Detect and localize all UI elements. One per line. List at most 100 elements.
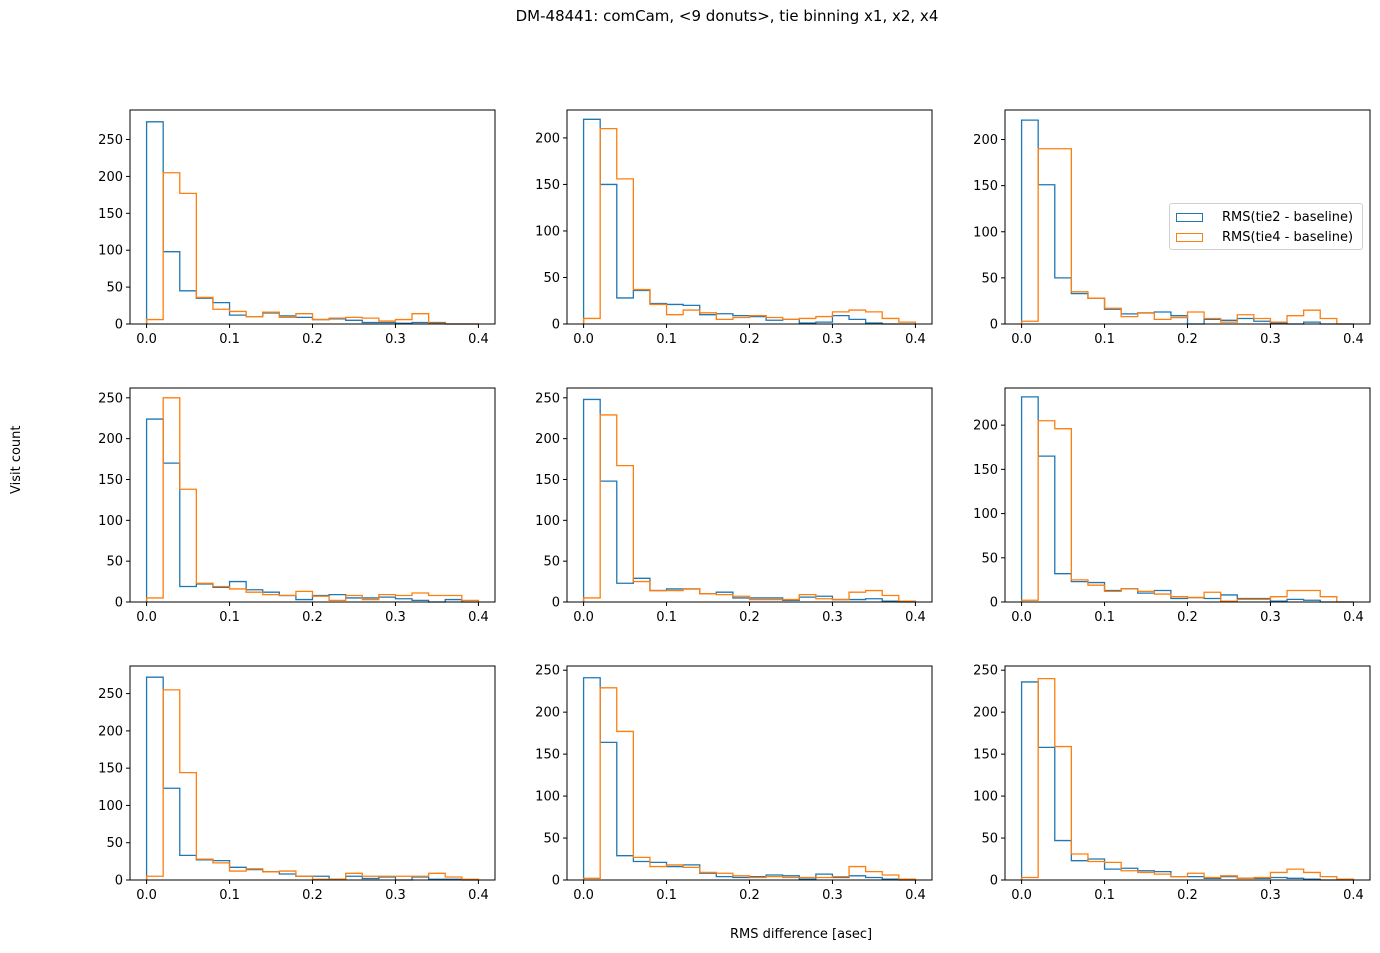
y-tick: 150 bbox=[535, 473, 567, 488]
x-tick: 0.4 bbox=[905, 602, 926, 625]
y-tick: 50 bbox=[543, 832, 567, 847]
y-tick: 0 bbox=[990, 874, 1005, 889]
y-tick: 100 bbox=[973, 790, 1005, 805]
histogram-series-tie4 bbox=[582, 127, 917, 324]
y-tick: 100 bbox=[535, 224, 567, 239]
y-tick: 250 bbox=[535, 391, 567, 406]
svg-text:0.2: 0.2 bbox=[302, 888, 323, 903]
x-tick: 0.3 bbox=[822, 602, 843, 625]
y-tick: 200 bbox=[98, 724, 130, 739]
y-tick: 50 bbox=[981, 271, 1005, 286]
axes-frame bbox=[129, 387, 496, 603]
y-tick: 0 bbox=[990, 596, 1005, 611]
svg-text:200: 200 bbox=[535, 432, 560, 447]
svg-text:150: 150 bbox=[973, 748, 998, 763]
svg-text:0.2: 0.2 bbox=[1177, 888, 1198, 903]
svg-text:150: 150 bbox=[973, 463, 998, 478]
x-tick: 0.2 bbox=[302, 602, 323, 625]
svg-text:50: 50 bbox=[106, 281, 123, 296]
svg-text:50: 50 bbox=[981, 271, 998, 286]
y-tick: 150 bbox=[535, 178, 567, 193]
x-tick: 0.2 bbox=[1177, 602, 1198, 625]
histogram-series-tie4 bbox=[145, 397, 480, 602]
svg-text:0.4: 0.4 bbox=[1343, 332, 1364, 347]
svg-text:50: 50 bbox=[543, 832, 560, 847]
y-tick: 150 bbox=[973, 179, 1005, 194]
svg-text:0.1: 0.1 bbox=[656, 332, 677, 347]
x-tick: 0.2 bbox=[739, 880, 760, 903]
svg-text:100: 100 bbox=[535, 514, 560, 529]
svg-text:0.1: 0.1 bbox=[1094, 888, 1115, 903]
svg-text:0.4: 0.4 bbox=[1343, 888, 1364, 903]
y-tick: 0 bbox=[552, 596, 567, 611]
y-tick: 150 bbox=[98, 762, 130, 777]
legend-item-tie4: RMS(tie4 - baseline) bbox=[1176, 229, 1353, 245]
y-tick: 250 bbox=[98, 133, 130, 148]
svg-text:0.1: 0.1 bbox=[1094, 332, 1115, 347]
svg-text:200: 200 bbox=[973, 133, 998, 148]
svg-text:200: 200 bbox=[98, 724, 123, 739]
x-tick: 0.1 bbox=[219, 324, 240, 347]
legend-swatch-tie2 bbox=[1176, 212, 1203, 222]
y-tick: 200 bbox=[535, 131, 567, 146]
svg-text:0: 0 bbox=[115, 318, 123, 333]
y-tick: 200 bbox=[98, 170, 130, 185]
x-tick: 0.1 bbox=[656, 324, 677, 347]
svg-text:0.3: 0.3 bbox=[822, 888, 843, 903]
svg-text:0.0: 0.0 bbox=[1011, 610, 1032, 625]
histogram-panel-6: 0.0 0.1 0.2 0.3 0.4 0 50 100 150 200 bbox=[973, 387, 1371, 625]
x-tick: 0.1 bbox=[1094, 602, 1115, 625]
histogram-panel-7: 0.0 0.1 0.2 0.3 0.4 0 50 100 150 200 250 bbox=[98, 665, 496, 903]
y-tick: 0 bbox=[990, 318, 1005, 333]
svg-text:0.4: 0.4 bbox=[905, 888, 926, 903]
y-tick: 150 bbox=[98, 473, 130, 488]
svg-text:0: 0 bbox=[115, 596, 123, 611]
y-tick: 200 bbox=[98, 432, 130, 447]
x-tick: 0.2 bbox=[302, 880, 323, 903]
svg-text:0.1: 0.1 bbox=[219, 888, 240, 903]
x-tick: 0.0 bbox=[136, 880, 157, 903]
x-tick: 0.4 bbox=[905, 324, 926, 347]
histogram-series-tie4 bbox=[582, 414, 917, 602]
y-tick: 50 bbox=[106, 281, 130, 296]
svg-text:0.3: 0.3 bbox=[385, 888, 406, 903]
y-tick: 250 bbox=[98, 687, 130, 702]
figure-title: DM-48441: comCam, <9 donuts>, tie binnin… bbox=[515, 7, 939, 25]
x-tick: 0.2 bbox=[739, 602, 760, 625]
x-tick: 0.2 bbox=[1177, 880, 1198, 903]
svg-text:0.4: 0.4 bbox=[905, 332, 926, 347]
y-tick: 250 bbox=[535, 664, 567, 679]
svg-text:0.0: 0.0 bbox=[136, 610, 157, 625]
y-tick: 150 bbox=[98, 207, 130, 222]
axes-frame bbox=[1004, 665, 1371, 881]
x-tick: 0.4 bbox=[468, 880, 489, 903]
svg-text:0.4: 0.4 bbox=[905, 610, 926, 625]
svg-text:100: 100 bbox=[973, 507, 998, 522]
svg-text:250: 250 bbox=[973, 664, 998, 679]
x-tick: 0.4 bbox=[1343, 602, 1364, 625]
y-tick: 200 bbox=[973, 706, 1005, 721]
svg-text:0.2: 0.2 bbox=[739, 332, 760, 347]
svg-text:100: 100 bbox=[98, 514, 123, 529]
svg-text:0.1: 0.1 bbox=[219, 610, 240, 625]
svg-text:0.0: 0.0 bbox=[573, 610, 594, 625]
legend: RMS(tie2 - baseline) RMS(tie4 - baseline… bbox=[1169, 203, 1363, 250]
svg-text:0.3: 0.3 bbox=[1260, 888, 1281, 903]
svg-text:0.2: 0.2 bbox=[1177, 610, 1198, 625]
svg-text:0.4: 0.4 bbox=[468, 888, 489, 903]
svg-text:0.2: 0.2 bbox=[302, 332, 323, 347]
svg-text:0.3: 0.3 bbox=[1260, 332, 1281, 347]
svg-text:0: 0 bbox=[990, 874, 998, 889]
x-tick: 0.0 bbox=[573, 324, 594, 347]
axes-frame bbox=[1004, 387, 1371, 603]
svg-text:50: 50 bbox=[106, 836, 123, 851]
svg-text:150: 150 bbox=[98, 207, 123, 222]
y-tick: 50 bbox=[981, 551, 1005, 566]
svg-text:0.3: 0.3 bbox=[822, 610, 843, 625]
y-tick: 0 bbox=[115, 596, 130, 611]
svg-text:250: 250 bbox=[98, 391, 123, 406]
svg-text:0: 0 bbox=[552, 596, 560, 611]
x-tick: 0.3 bbox=[385, 880, 406, 903]
svg-text:0.3: 0.3 bbox=[385, 610, 406, 625]
y-tick: 200 bbox=[973, 133, 1005, 148]
